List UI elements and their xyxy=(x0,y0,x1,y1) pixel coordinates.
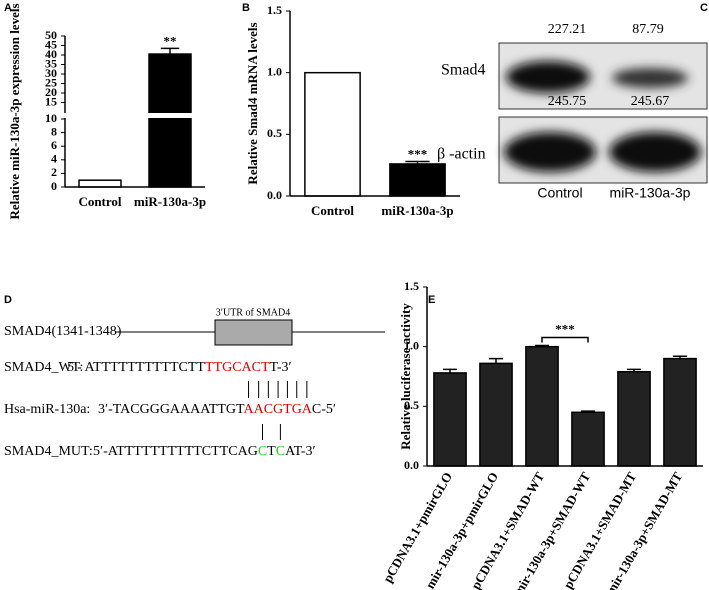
blot-row-label: Smad4 xyxy=(441,62,485,79)
y-axis-label: Relative Smad4 mRNA levels xyxy=(245,22,260,184)
panel-letter: E xyxy=(428,294,435,306)
bar xyxy=(78,179,122,188)
significance: *** xyxy=(555,321,575,336)
blot-value: 245.75 xyxy=(548,94,587,109)
y-tick-label: 0 xyxy=(51,179,57,193)
y-tick-label: 50 xyxy=(45,28,57,42)
gene-label: SMAD4(1341-1348) xyxy=(4,324,122,339)
error-bar xyxy=(580,410,596,413)
bar xyxy=(433,372,467,467)
y-tick-label: 25 xyxy=(45,75,57,89)
y-axis-label: Relative luciferase activity xyxy=(398,303,413,450)
sequence-part: C-5′ xyxy=(312,402,336,417)
blot-row-label: β -actin xyxy=(437,146,486,163)
sequence-part: T xyxy=(267,444,276,459)
bar xyxy=(663,357,697,467)
error-bar xyxy=(534,344,550,347)
y-tick-label: 0.5 xyxy=(404,398,419,412)
bar xyxy=(617,370,651,467)
y-tick-label: 4 xyxy=(51,152,57,166)
y-tick-label: 8 xyxy=(51,124,57,138)
sequence-part: C xyxy=(258,444,267,459)
y-tick-label: 40 xyxy=(45,47,57,61)
y-tick-label: 1.5 xyxy=(404,279,419,293)
bar xyxy=(148,53,192,188)
blot-band xyxy=(609,132,701,172)
error-bar xyxy=(442,368,458,373)
x-tick-label: Control xyxy=(78,194,121,209)
blot-band xyxy=(612,68,688,88)
sequence-part: AT-3′ xyxy=(285,444,316,459)
blot-value: 245.67 xyxy=(631,94,670,109)
seq-row-name: Hsa-miR-130a: xyxy=(4,402,90,417)
blot-band xyxy=(504,132,596,172)
y-tick-label: 2 xyxy=(51,165,57,179)
blot-lane-label: Control xyxy=(537,185,582,201)
x-tick-label: miR-130a-3p xyxy=(134,194,206,209)
blot-value: 227.21 xyxy=(548,22,587,37)
error-bar xyxy=(672,355,688,359)
sequence: 3′-TACGGGAAAATTGTAACGTGAC-5′ xyxy=(98,402,336,417)
y-tick-label: 1.5 xyxy=(267,3,282,17)
y-tick-label: 10 xyxy=(45,111,57,125)
sequence-part: C xyxy=(276,444,285,459)
panel-letter: B xyxy=(242,2,250,14)
error-bar xyxy=(488,357,504,364)
significance-bracket xyxy=(541,336,589,343)
y-tick-label: 20 xyxy=(45,85,57,99)
sequence: 5′- ATTTTTTTTTTCTTTTGCACTT-3′ xyxy=(67,360,292,375)
utr-label: 3′UTR of SMAD4 xyxy=(216,307,290,318)
bar xyxy=(525,345,559,467)
y-tick-label: 0.5 xyxy=(267,126,282,140)
y-tick-label: 35 xyxy=(45,56,57,70)
y-tick-label: 1.0 xyxy=(267,64,282,78)
bar xyxy=(479,362,513,467)
sequence-part: 5′-ATTTTTTTTTTCTTCAG xyxy=(93,444,258,459)
error-bar xyxy=(626,368,642,372)
significance: *** xyxy=(408,146,428,161)
sequence-part: T-3′ xyxy=(270,360,292,375)
error-bar xyxy=(160,47,180,55)
utr-box xyxy=(214,319,293,346)
y-tick-label: 30 xyxy=(45,66,57,80)
error-bar xyxy=(405,160,430,164)
sequence-part: 3′-TACGGGAAAATTGT xyxy=(98,402,245,417)
panel-letter: D xyxy=(4,294,12,306)
significance: ** xyxy=(164,33,177,48)
panel-letter: A xyxy=(4,2,12,14)
bar xyxy=(389,163,446,197)
seq-row-name: SMAD4_MUT: xyxy=(4,444,93,459)
x-tick-label: miR-130a-3p xyxy=(381,203,453,218)
y-tick-label: 6 xyxy=(51,138,57,152)
sequence: 5′-ATTTTTTTTTTCTTCAGCTCAT-3′ xyxy=(93,444,316,459)
blot-value: 87.79 xyxy=(632,22,664,37)
sequence-part: AACGTGA xyxy=(243,402,312,417)
bar xyxy=(571,411,605,467)
y-tick-label: 1.0 xyxy=(404,338,419,352)
axis-break xyxy=(59,113,207,118)
seq-row-name: SMAD4_WT: xyxy=(4,360,83,375)
blot-band xyxy=(506,61,590,93)
y-tick-label: 0.0 xyxy=(267,188,282,202)
bar xyxy=(304,71,361,197)
blot-lane-label: miR-130a-3p xyxy=(610,185,691,201)
sequence-part: 5′- ATTTTTTTTTTCTT xyxy=(67,360,205,375)
y-tick-label: 15 xyxy=(45,94,57,108)
y-tick-label: 0.0 xyxy=(404,458,419,472)
sequence-part: TTGCACT xyxy=(205,360,270,375)
y-axis-label: Relative miR-130a-3p expression levels xyxy=(7,3,22,219)
x-tick-label: Control xyxy=(311,203,354,218)
panel-letter: C xyxy=(700,2,708,14)
y-tick-label: 45 xyxy=(45,37,57,51)
